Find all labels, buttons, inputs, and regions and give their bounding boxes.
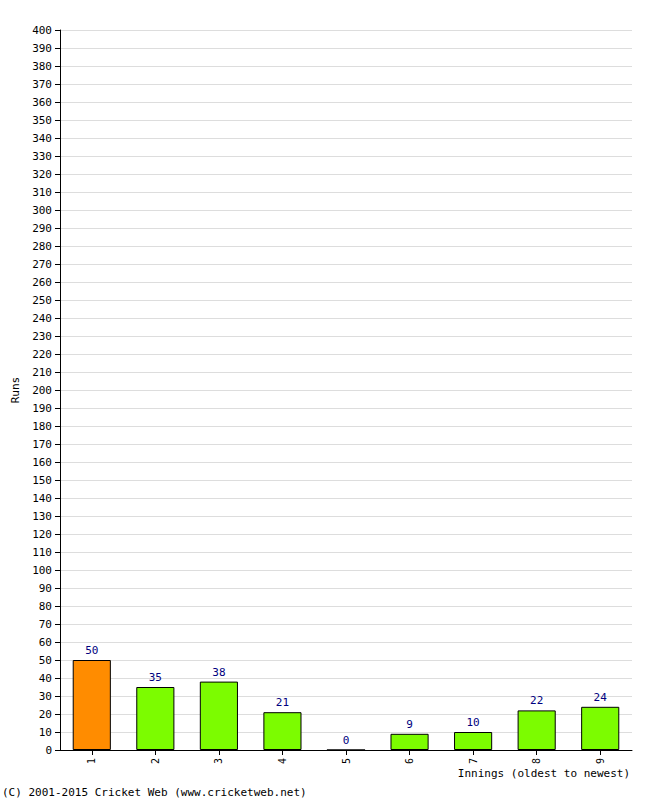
svg-text:340: 340 bbox=[32, 132, 52, 145]
svg-text:9: 9 bbox=[595, 758, 606, 764]
svg-text:100: 100 bbox=[32, 564, 52, 577]
svg-text:190: 190 bbox=[32, 402, 52, 415]
svg-text:7: 7 bbox=[468, 758, 479, 764]
svg-text:40: 40 bbox=[39, 672, 52, 685]
svg-text:Innings (oldest to newest): Innings (oldest to newest) bbox=[458, 767, 630, 780]
svg-text:9: 9 bbox=[406, 718, 413, 731]
svg-text:290: 290 bbox=[32, 222, 52, 235]
svg-text:400: 400 bbox=[32, 24, 52, 37]
svg-text:250: 250 bbox=[32, 294, 52, 307]
svg-text:310: 310 bbox=[32, 186, 52, 199]
svg-text:130: 130 bbox=[32, 510, 52, 523]
svg-text:160: 160 bbox=[32, 456, 52, 469]
svg-text:(C) 2001-2015 Cricket Web (www: (C) 2001-2015 Cricket Web (www.cricketwe… bbox=[2, 786, 307, 799]
svg-text:70: 70 bbox=[39, 618, 52, 631]
svg-text:230: 230 bbox=[32, 330, 52, 343]
svg-text:210: 210 bbox=[32, 366, 52, 379]
svg-text:350: 350 bbox=[32, 114, 52, 127]
svg-text:200: 200 bbox=[32, 384, 52, 397]
svg-text:0: 0 bbox=[343, 734, 350, 747]
svg-text:50: 50 bbox=[85, 644, 98, 657]
svg-text:4: 4 bbox=[277, 758, 288, 764]
svg-text:300: 300 bbox=[32, 204, 52, 217]
svg-text:380: 380 bbox=[32, 60, 52, 73]
svg-text:280: 280 bbox=[32, 240, 52, 253]
svg-text:38: 38 bbox=[212, 666, 225, 679]
svg-text:0: 0 bbox=[45, 744, 52, 757]
svg-text:370: 370 bbox=[32, 78, 52, 91]
svg-text:220: 220 bbox=[32, 348, 52, 361]
svg-text:1: 1 bbox=[86, 758, 97, 764]
svg-text:390: 390 bbox=[32, 42, 52, 55]
svg-text:50: 50 bbox=[39, 654, 52, 667]
svg-text:80: 80 bbox=[39, 600, 52, 613]
svg-text:10: 10 bbox=[466, 716, 479, 729]
svg-text:90: 90 bbox=[39, 582, 52, 595]
svg-text:Runs: Runs bbox=[9, 377, 22, 404]
svg-text:260: 260 bbox=[32, 276, 52, 289]
svg-text:170: 170 bbox=[32, 438, 52, 451]
svg-text:21: 21 bbox=[276, 696, 289, 709]
svg-text:3: 3 bbox=[213, 758, 224, 764]
svg-text:30: 30 bbox=[39, 690, 52, 703]
svg-text:120: 120 bbox=[32, 528, 52, 541]
svg-text:2: 2 bbox=[150, 758, 161, 764]
svg-text:270: 270 bbox=[32, 258, 52, 271]
svg-text:330: 330 bbox=[32, 150, 52, 163]
svg-text:110: 110 bbox=[32, 546, 52, 559]
svg-text:140: 140 bbox=[32, 492, 52, 505]
svg-text:6: 6 bbox=[404, 758, 415, 764]
svg-text:240: 240 bbox=[32, 312, 52, 325]
svg-text:8: 8 bbox=[531, 758, 542, 764]
svg-text:35: 35 bbox=[149, 671, 162, 684]
svg-text:10: 10 bbox=[39, 726, 52, 739]
svg-text:150: 150 bbox=[32, 474, 52, 487]
svg-text:22: 22 bbox=[530, 694, 543, 707]
svg-text:320: 320 bbox=[32, 168, 52, 181]
svg-text:5: 5 bbox=[341, 758, 352, 764]
svg-text:24: 24 bbox=[594, 691, 608, 704]
svg-text:180: 180 bbox=[32, 420, 52, 433]
svg-text:60: 60 bbox=[39, 636, 52, 649]
svg-text:360: 360 bbox=[32, 96, 52, 109]
svg-text:20: 20 bbox=[39, 708, 52, 721]
